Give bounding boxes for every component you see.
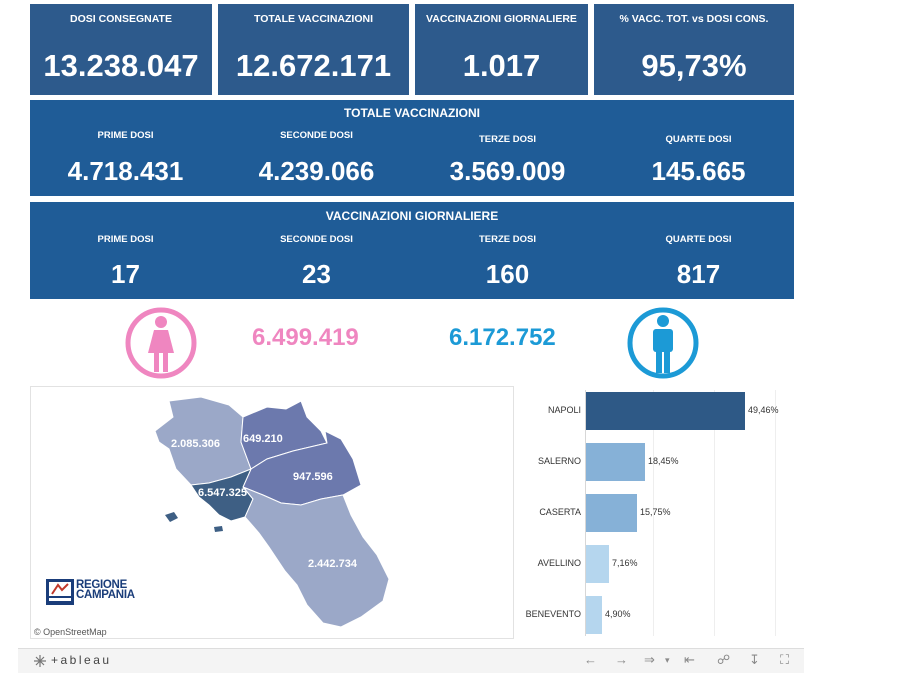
bar-salerno[interactable]	[586, 443, 645, 481]
kpi-label: DOSI CONSEGNATE	[70, 13, 172, 25]
province-label-benevento: 649.210	[243, 433, 283, 445]
male-person-icon	[627, 307, 699, 379]
bar-category-label: BENEVENTO	[525, 609, 581, 619]
female-vaccinations-value: 6.499.419	[252, 324, 359, 351]
dose-label: TERZE DOSI	[478, 134, 536, 145]
totale-prime-dosi: PRIME DOSI 4.718.431	[30, 130, 221, 187]
giornaliere-prime-dosi: PRIME DOSI 17	[30, 234, 221, 290]
totale-terze-dosi: TERZE DOSI 3.569.009	[412, 134, 603, 187]
campania-provinces-map	[154, 396, 390, 628]
kpi-vaccinazioni-giornaliere: VACCINAZIONI GIORNALIERE 1.017	[415, 4, 588, 95]
panel-title: TOTALE VACCINAZIONI	[344, 106, 480, 120]
bar-category-label: NAPOLI	[547, 405, 581, 415]
kpi-value: 13.238.047	[43, 48, 199, 83]
campania-map[interactable]: 2.085.306 649.210 947.596 6.547.325 2.44…	[30, 386, 514, 639]
vaccinazioni-giornaliere-panel: VACCINAZIONI GIORNALIERE PRIME DOSI 17 S…	[30, 202, 794, 299]
gridline	[775, 390, 776, 636]
redo-icon[interactable]: →	[615, 652, 628, 667]
kpi-value: 12.672.171	[235, 48, 392, 83]
kpi-totale-vaccinazioni: TOTALE VACCINAZIONI 12.672.171	[218, 4, 409, 95]
kpi-label: % VACC. TOT. vs DOSI CONS.	[619, 13, 769, 25]
share-icon[interactable]: ☍	[717, 652, 731, 667]
totale-quarte-dosi: QUARTE DOSI 145.665	[603, 134, 794, 187]
regione-campania-logo: REGIONE CAMPANIA	[46, 579, 135, 610]
province-label-avellino: 947.596	[293, 471, 333, 483]
province-label-napoli: 6.547.325	[198, 487, 247, 499]
island-ischia	[165, 512, 178, 522]
dose-value: 817	[676, 259, 721, 289]
giornaliere-quarte-dosi: QUARTE DOSI 817	[603, 234, 794, 290]
bar-value-label: 49,46%	[748, 405, 779, 415]
dose-value: 4.718.431	[67, 156, 184, 186]
undo-icon[interactable]: ←	[584, 652, 597, 667]
gridline	[714, 390, 715, 636]
gridline	[653, 390, 654, 636]
dose-value: 17	[111, 259, 140, 289]
kpi-value: 1.017	[462, 48, 541, 83]
dose-value: 3.569.009	[449, 156, 566, 186]
fullscreen-icon[interactable]: ⛶	[780, 652, 790, 667]
giornaliere-seconde-dosi: SECONDE DOSI 23	[221, 234, 412, 290]
dose-value: 23	[302, 259, 331, 289]
kpi-dosi-consegnate: DOSI CONSEGNATE 13.238.047	[30, 4, 212, 95]
axis-line	[585, 390, 586, 636]
dose-label: TERZE DOSI	[478, 234, 536, 245]
reset-icon[interactable]: ⇤	[684, 652, 695, 667]
bar-category-label: AVELLINO	[537, 558, 581, 568]
revert-icon[interactable]: ⇒	[644, 652, 655, 667]
province-label-salerno: 2.442.734	[308, 558, 357, 570]
tableau-toolbar: +ableau ← → ⇒ ▾ ⇤ ☍ ↧ ⛶	[18, 648, 804, 673]
kpi-label: TOTALE VACCINAZIONI	[254, 13, 373, 25]
regione-campania-emblem-icon	[46, 579, 74, 605]
female-person-icon	[125, 307, 197, 379]
male-vaccinations-value: 6.172.752	[449, 324, 556, 351]
tableau-brand[interactable]: +ableau	[51, 653, 112, 667]
provinces-bar-chart: NAPOLI 49,46% SALERNO 18,45% CASERTA 15,75% AV…	[518, 386, 798, 639]
logo-line-1: REGIONE	[76, 579, 127, 591]
bar-category-label: SALERNO	[537, 456, 581, 466]
dose-label: PRIME DOSI	[97, 130, 154, 141]
logo-line-2: CAMPANIA	[76, 589, 135, 601]
bar-value-label: 15,75%	[640, 507, 671, 517]
bar-value-label: 18,45%	[648, 456, 679, 466]
chevron-down-icon[interactable]: ▾	[665, 655, 670, 665]
bar-caserta[interactable]	[586, 494, 637, 532]
dose-label: SECONDE DOSI	[280, 130, 353, 141]
dose-label: PRIME DOSI	[97, 234, 154, 245]
dose-label: QUARTE DOSI	[665, 134, 732, 145]
kpi-label: VACCINAZIONI GIORNALIERE	[426, 13, 577, 25]
tableau-logo-icon	[34, 655, 46, 667]
giornaliere-terze-dosi: TERZE DOSI 160	[412, 234, 603, 290]
panel-title: VACCINAZIONI GIORNALIERE	[325, 209, 499, 223]
kpi-percentuale: % VACC. TOT. vs DOSI CONS. 95,73%	[594, 4, 794, 95]
totale-vaccinazioni-panel: TOTALE VACCINAZIONI PRIME DOSI 4.718.431…	[30, 100, 794, 196]
download-icon[interactable]: ↧	[749, 652, 760, 667]
dose-value: 145.665	[651, 156, 746, 186]
bar-benevento[interactable]	[586, 596, 602, 634]
bar-avellino[interactable]	[586, 545, 609, 583]
bar-category-label: CASERTA	[539, 507, 581, 517]
map-attribution[interactable]: © OpenStreetMap	[34, 627, 107, 637]
bar-value-label: 4,90%	[605, 609, 631, 619]
kpi-value: 95,73%	[641, 48, 747, 83]
bar-napoli[interactable]	[586, 392, 745, 430]
bar-value-label: 7,16%	[612, 558, 638, 568]
island-capri	[214, 526, 223, 532]
province-salerno[interactable]	[242, 486, 390, 628]
dose-value: 160	[485, 259, 530, 289]
province-benevento[interactable]	[240, 400, 328, 470]
logo-text: REGIONE CAMPANIA	[76, 579, 135, 601]
province-label-caserta: 2.085.306	[171, 438, 220, 450]
dose-label: QUARTE DOSI	[665, 234, 732, 245]
dose-label: SECONDE DOSI	[280, 234, 353, 245]
dose-value: 4.239.066	[258, 156, 375, 186]
totale-seconde-dosi: SECONDE DOSI 4.239.066	[221, 130, 412, 187]
